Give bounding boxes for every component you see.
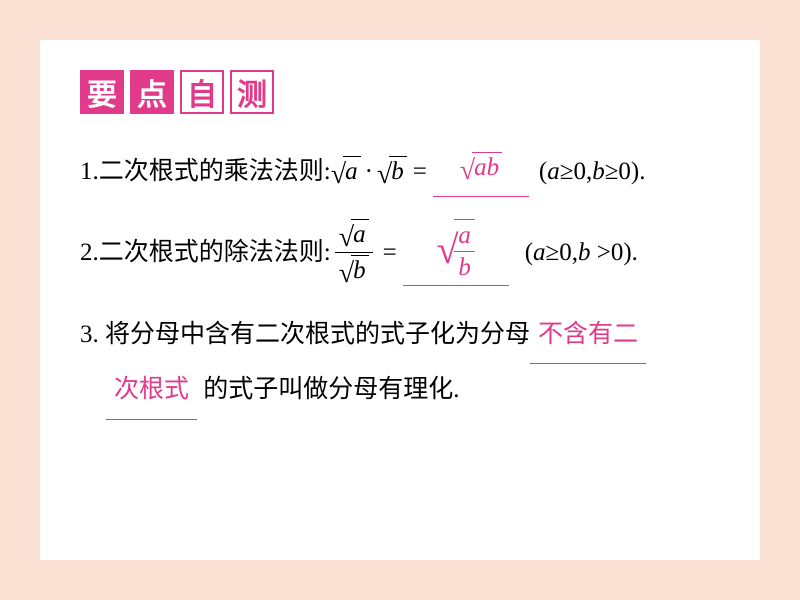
fraction-denominator: √ b [335, 252, 373, 287]
radical-icon: √ [339, 224, 354, 252]
rule-3-text-b: 的式子叫做分母有理化. [203, 376, 459, 403]
header-box-1: 要 [80, 70, 124, 114]
radicand-ab: ab [472, 152, 502, 183]
equals-2: = [383, 229, 397, 277]
radical-icon: √ [331, 161, 346, 189]
rule-2-number: 2. [80, 229, 99, 277]
radical-icon: √ [339, 260, 354, 288]
answer-blank-3a: 不含有二 [530, 309, 646, 365]
radical-icon: √ [460, 157, 475, 185]
sqrt-a: √ a [331, 156, 361, 187]
answer-blank-2: √ a b [403, 219, 509, 286]
rule-3: 3. 将分母中含有二次根式的式子化为分母不含有二 次根式 的式子叫做分母有理化. [80, 309, 720, 420]
answer-sqrt-frac: √ a b [436, 219, 474, 281]
condition-1: (a≥0,b≥0). [539, 148, 646, 196]
header-box-2: 点 [130, 70, 174, 114]
radical-icon: √ [436, 230, 458, 270]
fraction-numerator: √ a [335, 219, 373, 253]
header-box-4: 测 [230, 70, 274, 114]
rule-3-text-a: 将分母中含有二次根式的式子化为分母 [105, 321, 530, 348]
answer-blank-1: √ ab [433, 146, 529, 197]
condition-2: (a≥0,b >0). [525, 229, 638, 277]
section-header: 要 点 自 测 [80, 70, 720, 114]
rule-2: 2. 二次根式的除法法则: √ a √ b = √ a b [80, 219, 720, 287]
header-box-3: 自 [180, 70, 224, 114]
content-card: 要 点 自 测 1. 二次根式的乘法法则: √ a · √ b = √ ab (… [40, 40, 760, 560]
rule-3-number: 3. [80, 321, 99, 348]
lhs-fraction: √ a √ b [335, 219, 373, 287]
equals: = [413, 148, 427, 196]
rule-1: 1. 二次根式的乘法法则: √ a · √ b = √ ab (a≥0,b≥0)… [80, 146, 720, 197]
answer-blank-3b: 次根式 [106, 364, 197, 420]
rule-1-number: 1. [80, 148, 99, 196]
dot-operator: · [365, 148, 373, 196]
rule-2-text: 二次根式的除法法则: [99, 229, 331, 277]
rule-1-text: 二次根式的乘法法则: [99, 148, 331, 196]
radical-icon: √ [377, 161, 392, 189]
answer-sqrt-ab: √ ab [460, 152, 502, 183]
sqrt-b: √ b [377, 156, 407, 187]
